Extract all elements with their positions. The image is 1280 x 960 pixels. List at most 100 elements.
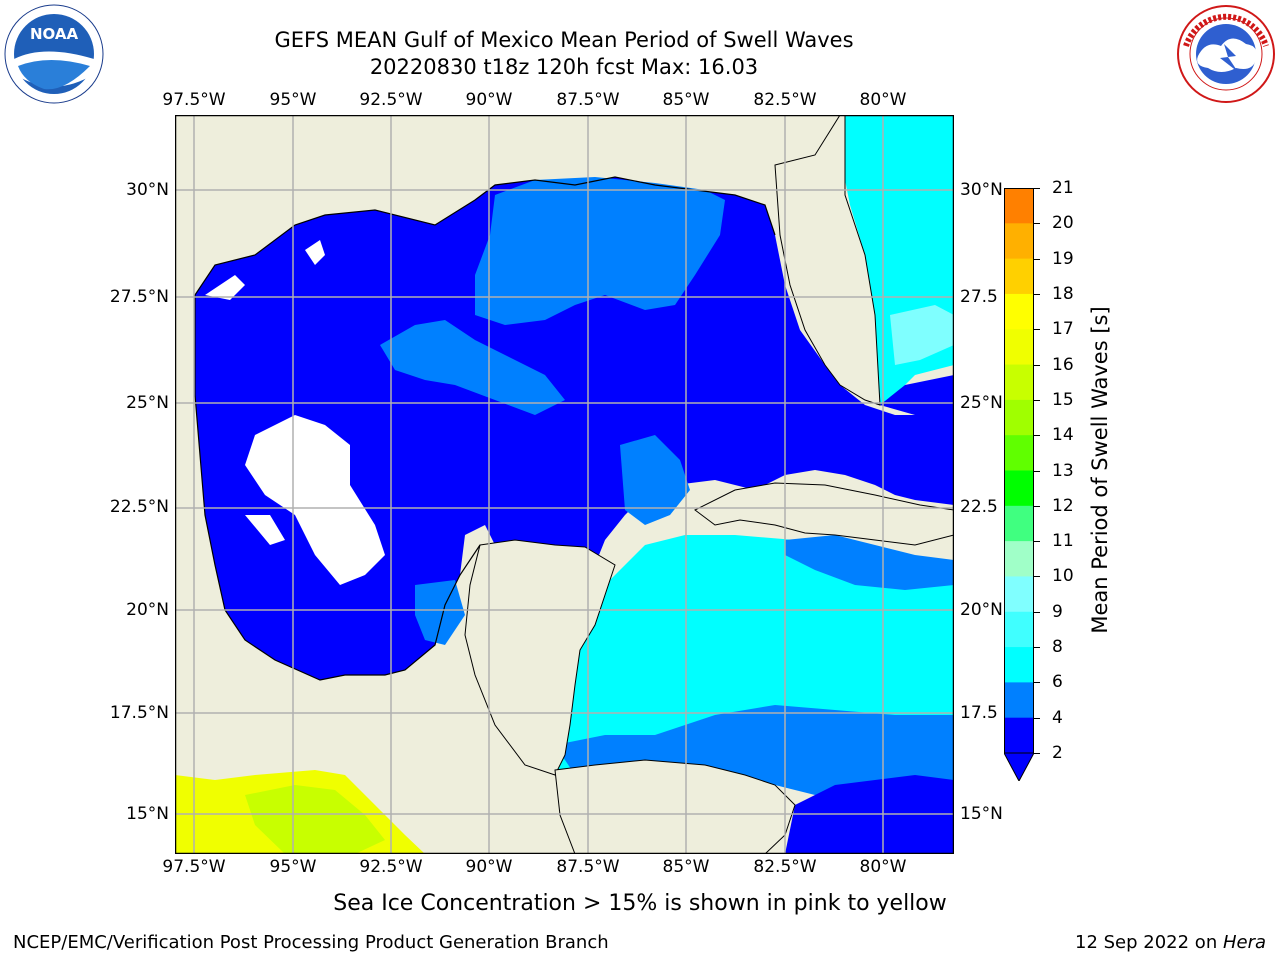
nodata-north-coast <box>205 275 245 300</box>
colorbar-segment <box>1004 364 1034 401</box>
colorbar-tick-label: 4 <box>1052 707 1063 728</box>
sea-ice-note: Sea Ice Concentration > 15% is shown in … <box>333 891 947 916</box>
colorbar-tick-label: 13 <box>1052 460 1074 481</box>
colorbar-title: Mean Period of Swell Waves [s] <box>1088 306 1112 634</box>
colorbar-segment <box>1004 717 1034 754</box>
colorbar-tick <box>1034 293 1040 295</box>
colorbar-segment <box>1004 435 1034 471</box>
colorbar-segment <box>1004 258 1034 295</box>
bahamas-blue <box>880 375 954 415</box>
lon-tick-top: 97.5°W <box>162 90 226 110</box>
lat-tick-right: 15°N <box>960 804 1003 824</box>
colorbar-tick <box>1034 682 1040 684</box>
lat-tick-left: 20°N <box>126 600 169 620</box>
lon-tick-top: 87.5°W <box>556 90 620 110</box>
lat-tick-right: 25°N <box>960 393 1003 413</box>
colorbar-tick <box>1034 188 1040 189</box>
colorbar-tick <box>1034 329 1040 331</box>
colorbar-segment <box>1004 293 1034 330</box>
lon-tick-bottom: 90°W <box>465 857 513 877</box>
colorbar-tick-label: 12 <box>1052 495 1074 516</box>
colorbar-tick-label: 17 <box>1052 319 1074 340</box>
noaa-logo-icon: NOAA <box>4 4 104 104</box>
colorbar-tick-label: 15 <box>1052 389 1074 410</box>
colorbar-segment <box>1004 223 1034 260</box>
colorbar-tick-label: 11 <box>1052 531 1074 552</box>
colorbar-tick <box>1034 470 1040 472</box>
lat-tick-right: 30°N <box>960 180 1003 200</box>
lat-tick-left: 27.5°N <box>109 287 169 307</box>
svg-text:NOAA: NOAA <box>30 25 79 43</box>
colorbar-tick-label: 10 <box>1052 566 1074 587</box>
lat-tick-right: 27.5 <box>960 287 998 307</box>
colorbar-segment <box>1004 329 1034 366</box>
colorbar-tick-label: 21 <box>1052 178 1074 198</box>
colorbar-segment <box>1004 576 1034 613</box>
lat-tick-right: 17.5 <box>960 703 998 723</box>
lon-tick-bottom: 87.5°W <box>556 857 620 877</box>
colorbar-tick <box>1034 258 1040 260</box>
yucatan-channel-lightblue <box>620 435 690 525</box>
nodata-patch-2 <box>245 515 285 545</box>
lon-tick-top: 92.5°W <box>359 90 423 110</box>
colorbar-tick-label: 16 <box>1052 354 1074 375</box>
lat-tick-left: 17.5°N <box>109 703 169 723</box>
colorbar-segment <box>1004 682 1034 719</box>
colorbar-segment <box>1004 399 1034 436</box>
gulf-northeast-lightblue <box>475 177 725 325</box>
lon-tick-bottom: 97.5°W <box>162 857 226 877</box>
colorbar-tick-label: 20 <box>1052 213 1074 234</box>
colorbar-tick <box>1034 753 1040 754</box>
bay-campeche-lightblue <box>415 580 465 645</box>
cuba-land <box>694 482 955 546</box>
caribbean-cyan <box>555 535 954 770</box>
colorbar-tick <box>1034 435 1040 437</box>
colorbar-tick-label: 8 <box>1052 637 1063 658</box>
lon-tick-bottom: 95°W <box>269 857 317 877</box>
footer-branch: NCEP/EMC/Verification Post Processing Pr… <box>13 932 609 953</box>
colorbar-segment <box>1004 647 1034 683</box>
nws-logo-icon <box>1176 4 1276 104</box>
colorbar-frame <box>1004 188 1034 754</box>
lat-tick-left: 25°N <box>126 393 169 413</box>
nodata-patch-1 <box>305 240 325 265</box>
colorbar-segment <box>1004 541 1034 577</box>
plot-subtitle: 20220830 t18z 120h fcst Max: 16.03 <box>369 55 759 79</box>
lon-tick-top: 80°W <box>859 90 907 110</box>
colorbar-tick-label: 6 <box>1052 672 1063 693</box>
colorbar-extend-min <box>1003 752 1035 783</box>
colorbar <box>1003 188 1035 783</box>
colorbar-segment <box>1004 611 1034 648</box>
lat-tick-left: 15°N <box>126 804 169 824</box>
mexico-coast-line <box>194 295 481 681</box>
footer-date-host: 12 Sep 2022 on Hera <box>1075 932 1266 953</box>
footer-date: 12 Sep 2022 on <box>1075 932 1223 953</box>
lon-tick-top: 95°W <box>269 90 317 110</box>
colorbar-tick-label: 9 <box>1052 601 1063 622</box>
map-frame <box>174 114 955 855</box>
yucatan-land <box>464 539 616 776</box>
colorbar-tick <box>1034 647 1040 649</box>
lon-tick-bottom: 85°W <box>662 857 710 877</box>
colorbar-segment <box>1004 188 1034 224</box>
lon-tick-bottom: 82.5°W <box>753 857 817 877</box>
lon-tick-top: 85°W <box>662 90 710 110</box>
colorbar-tick <box>1034 399 1040 401</box>
lat-tick-left: 22.5°N <box>109 497 169 517</box>
lon-tick-bottom: 80°W <box>859 857 907 877</box>
colorbar-segment <box>1004 505 1034 542</box>
lon-tick-top: 82.5°W <box>753 90 817 110</box>
colorbar-tick <box>1034 541 1040 543</box>
lon-tick-bottom: 92.5°W <box>359 857 423 877</box>
colorbar-tick-label: 2 <box>1052 743 1063 763</box>
colorbar-tick <box>1034 223 1040 225</box>
footer-host: Hera <box>1222 932 1266 953</box>
plot-title: GEFS MEAN Gulf of Mexico Mean Period of … <box>274 28 854 52</box>
lat-tick-left: 30°N <box>126 180 169 200</box>
lat-tick-right: 22.5 <box>960 497 998 517</box>
colorbar-tick-label: 19 <box>1052 248 1074 269</box>
colorbar-tick <box>1034 364 1040 366</box>
colorbar-segment <box>1004 470 1034 507</box>
colorbar-tick <box>1034 611 1040 613</box>
nodata-west-gulf <box>245 415 385 585</box>
